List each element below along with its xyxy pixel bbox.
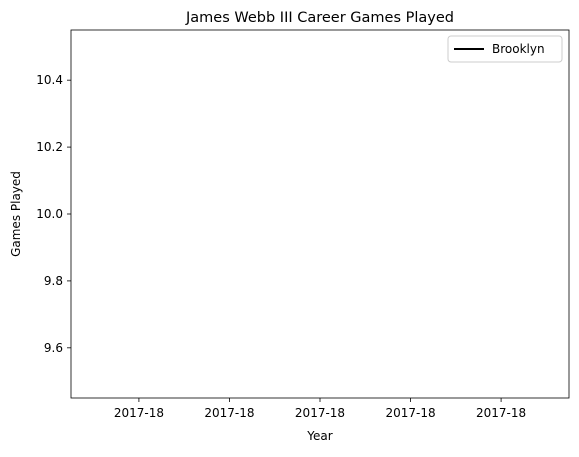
x-tick-label: 2017-18 [295, 406, 345, 420]
x-tick-label: 2017-18 [204, 406, 254, 420]
y-tick-label: 9.6 [44, 341, 63, 355]
legend: Brooklyn [447, 35, 563, 63]
y-tick-label: 10.4 [36, 73, 63, 87]
legend-box [447, 35, 563, 63]
y-tick-label: 10.0 [36, 207, 63, 221]
chart-title: James Webb III Career Games Played [185, 10, 454, 26]
y-tick-label: 9.8 [44, 274, 63, 288]
y-axis-ticks: 9.6 9.8 10.0 10.2 10.4 [36, 73, 71, 355]
y-tick-label: 10.2 [36, 140, 63, 154]
x-tick-label: 2017-18 [476, 406, 526, 420]
legend-entry-label: Brooklyn [492, 42, 545, 56]
y-axis-label: Games Played [9, 171, 23, 257]
x-axis-label: Year [306, 429, 332, 443]
x-axis-ticks: 2017-18 2017-18 2017-18 2017-18 2017-18 [114, 398, 526, 420]
x-tick-label: 2017-18 [385, 406, 435, 420]
x-tick-label: 2017-18 [114, 406, 164, 420]
